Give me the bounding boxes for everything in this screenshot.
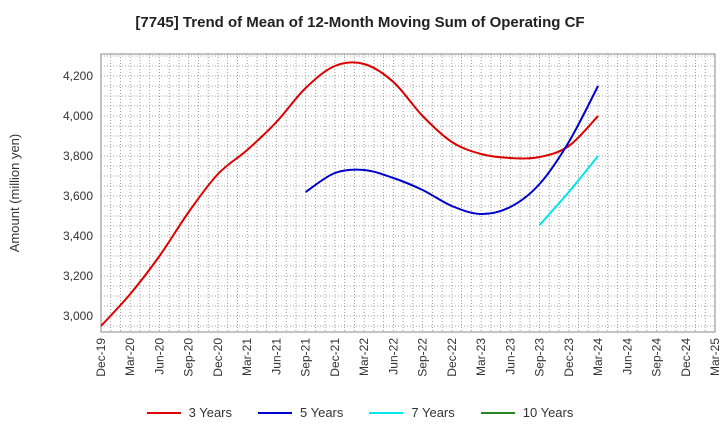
grid [100, 54, 716, 332]
x-tick-label: Mar-21 [240, 338, 254, 376]
x-tick-label: Jun-22 [386, 338, 400, 375]
legend: 3 Years 5 Years 7 Years 10 Years [0, 405, 720, 420]
x-tick-label: Jun-24 [620, 338, 634, 375]
x-tick-label: Mar-22 [357, 338, 371, 376]
x-tick-label: Sep-22 [416, 338, 430, 377]
series-line-3-years [100, 61, 599, 327]
y-tick-label: 3,000 [63, 309, 93, 323]
x-tick-label: Mar-20 [123, 338, 137, 376]
x-tick-label: Mar-25 [708, 338, 720, 376]
x-axis-ticks: Dec-19 Mar-20 Jun-20 Sep-20 Dec-20 Mar-21 Jun-… [94, 338, 720, 377]
series-line-5-years [305, 85, 599, 216]
chart-title: [7745] Trend of Mean of 12-Month Moving … [135, 14, 585, 31]
legend-label: 3 Years [188, 405, 232, 420]
x-tick-label: Jun-21 [269, 338, 283, 375]
series-lines [100, 61, 599, 327]
x-tick-label: Dec-21 [328, 338, 342, 377]
x-tick-label: Sep-21 [299, 338, 313, 377]
y-tick-label: 3,800 [63, 149, 93, 163]
x-tick-label: Dec-23 [562, 338, 576, 377]
legend-swatch-5-years [258, 411, 292, 414]
x-tick-label: Dec-22 [445, 338, 459, 377]
y-tick-label: 3,600 [63, 189, 93, 203]
legend-item-7-years: 7 Years [369, 405, 455, 420]
x-tick-label: Jun-23 [503, 338, 517, 375]
x-tick-label: Sep-23 [533, 338, 547, 377]
x-tick-label: Dec-19 [94, 338, 108, 377]
legend-swatch-7-years [369, 411, 404, 414]
legend-swatch-3-years [146, 411, 181, 414]
x-tick-label: Mar-24 [591, 338, 605, 376]
y-axis-ticks: 3,000 3,200 3,400 3,600 3,800 4,000 4,200 [63, 69, 93, 323]
x-tick-label: Mar-23 [474, 338, 488, 376]
y-axis-label: Amount (million yen) [7, 134, 22, 253]
legend-item-10-years: 10 Years [480, 405, 574, 420]
y-tick-label: 3,400 [63, 229, 93, 243]
series-line-7-years [538, 155, 599, 226]
y-tick-label: 3,200 [63, 269, 93, 283]
x-tick-label: Dec-24 [679, 338, 693, 377]
legend-label: 7 Years [411, 405, 455, 420]
x-tick-label: Sep-24 [650, 338, 664, 377]
legend-item-3-years: 3 Years [146, 405, 232, 420]
x-tick-label: Sep-20 [182, 338, 196, 377]
y-tick-label: 4,000 [63, 109, 93, 123]
y-tick-label: 4,200 [63, 69, 93, 83]
x-tick-label: Jun-20 [152, 338, 166, 375]
legend-label: 10 Years [522, 405, 574, 420]
legend-item-5-years: 5 Years [258, 405, 343, 420]
plot-area [100, 53, 716, 333]
legend-label: 5 Years [300, 405, 344, 420]
legend-swatch-10-years [480, 411, 515, 414]
x-tick-label: Dec-20 [211, 338, 225, 377]
